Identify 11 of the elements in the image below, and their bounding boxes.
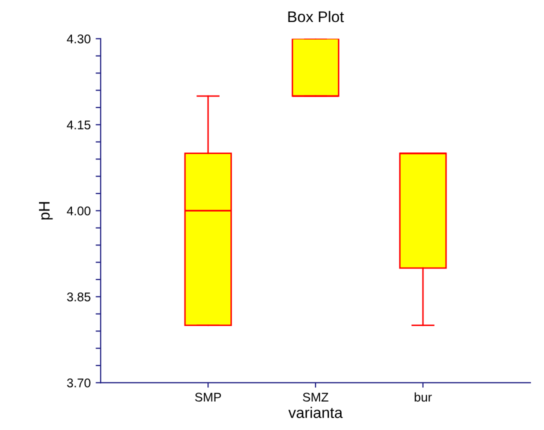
x-tick-label: SMZ: [302, 392, 328, 402]
x-tick-label: SMP: [195, 392, 221, 402]
chart-title: Box Plot: [288, 10, 344, 22]
y-tick-label: 4.15: [66, 120, 90, 130]
y-axis-title: pH: [39, 202, 53, 220]
y-tick-label: 4.30: [66, 34, 90, 44]
y-tick-label: 3.70: [67, 378, 90, 388]
x-tick-label: bur: [414, 392, 432, 402]
y-tick-label: 3.85: [67, 292, 90, 302]
y-tick-label: 4.00: [66, 206, 90, 216]
x-axis-title: varianta: [288, 406, 343, 418]
